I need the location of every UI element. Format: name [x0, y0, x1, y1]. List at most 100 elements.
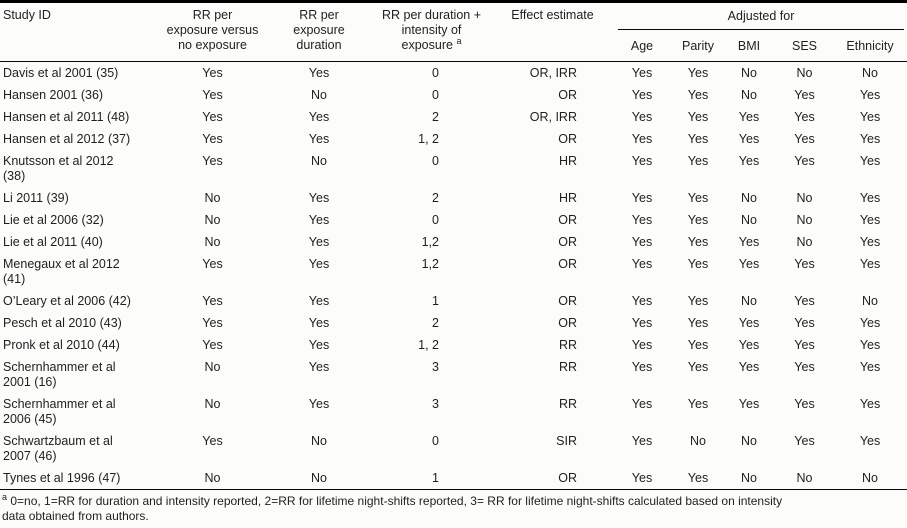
rr-duration-intensity-cell: 1,2: [421, 234, 439, 249]
effect-estimate-cell: SIR: [556, 433, 577, 448]
col-header-age: Age: [630, 38, 654, 53]
rr-exposure-duration-cell: No: [311, 87, 327, 102]
rr-vs-no-exposure-cell: No: [204, 359, 221, 374]
study-id-cell: Davis et al 2001 (35): [3, 65, 119, 80]
effect-estimate-cell: OR, IRR: [529, 65, 577, 80]
effect-estimate-cell: OR: [558, 212, 577, 227]
table-row: Menegaux et al 2012 (41) Yes Yes 1,2 OR Yes Ye…: [0, 253, 907, 290]
adjusted-age-cell: Yes: [631, 470, 653, 485]
effect-estimate-cell: OR: [558, 256, 577, 271]
adjusted-bmi-cell: No: [741, 470, 757, 485]
table-row: Tynes et al 1996 (47) No No 1 OR Yes Yes No No No: [0, 467, 907, 490]
rr-exposure-duration-cell: No: [311, 433, 327, 448]
adjusted-parity-cell: Yes: [687, 153, 709, 168]
rr-exposure-duration-cell: Yes: [308, 109, 330, 124]
study-id-cell: Knutsson et al 2012 (38): [3, 153, 114, 183]
rr-vs-no-exposure-cell: Yes: [202, 153, 223, 168]
rr-duration-intensity-cell: 0: [432, 212, 439, 227]
table-row: Li 2011 (39) No Yes 2 HR Yes Yes No No Yes: [0, 187, 907, 209]
rr-duration-intensity-cell: 0: [432, 65, 439, 80]
effect-estimate-cell: OR: [558, 470, 577, 485]
adjusted-for-spanner: Adjusted for: [618, 3, 905, 30]
study-id-cell: Schernhammer et al 2001 (16): [3, 359, 116, 389]
adjusted-ethnicity-cell: Yes: [859, 190, 881, 205]
adjusted-ses-cell: Yes: [794, 109, 815, 124]
adjusted-age-cell: Yes: [631, 433, 653, 448]
rr-exposure-duration-cell: No: [311, 153, 327, 168]
adjusted-ethnicity-cell: Yes: [859, 234, 881, 249]
effect-estimate-cell: OR: [558, 87, 577, 102]
col-header-bmi: BMI: [737, 38, 761, 53]
adjusted-ethnicity-cell: Yes: [859, 315, 881, 330]
rr-duration-intensity-cell: 1: [432, 293, 439, 308]
rr-exposure-duration-cell: Yes: [308, 315, 330, 330]
adjusted-parity-cell: Yes: [687, 396, 709, 411]
adjusted-ethnicity-cell: Yes: [859, 256, 881, 271]
rr-duration-intensity-cell: 1, 2: [418, 131, 439, 146]
adjusted-bmi-cell: Yes: [738, 315, 760, 330]
footnote-marker: a: [2, 492, 8, 502]
adjusted-ses-cell: No: [796, 65, 813, 80]
study-id-cell: Lie et al 2011 (40): [3, 234, 103, 249]
effect-estimate-cell: OR: [558, 315, 577, 330]
rr-exposure-duration-cell: Yes: [308, 212, 330, 227]
rr-vs-no-exposure-cell: No: [204, 234, 221, 249]
adjusted-parity-cell: Yes: [687, 293, 709, 308]
rr-duration-intensity-cell: 3: [432, 396, 439, 411]
table-row: O’Leary et al 2006 (42) Yes Yes 1 OR Yes Yes No…: [0, 290, 907, 312]
rr-vs-no-exposure-cell: Yes: [202, 65, 223, 80]
adjusted-ses-cell: Yes: [794, 337, 815, 352]
rr-vs-no-exposure-cell: No: [204, 396, 221, 411]
rr-vs-no-exposure-cell: No: [204, 470, 221, 485]
rr-vs-no-exposure-cell: No: [204, 212, 221, 227]
table-header: Study ID RR per exposure versus no expos…: [0, 2, 907, 62]
rr-exposure-duration-cell: Yes: [308, 396, 330, 411]
adjusted-age-cell: Yes: [631, 396, 653, 411]
adjusted-age-cell: Yes: [631, 359, 653, 374]
adjusted-age-cell: Yes: [631, 190, 653, 205]
adjusted-parity-cell: Yes: [687, 190, 709, 205]
study-id-cell: Hansen 2001 (36): [3, 87, 104, 102]
effect-estimate-cell: OR: [558, 131, 577, 146]
rr-exposure-duration-cell: Yes: [308, 190, 330, 205]
table-row: Pronk et al 2010 (44) Yes Yes 1, 2 RR Yes Yes Y…: [0, 334, 907, 356]
rr-exposure-duration-cell: Yes: [308, 65, 330, 80]
adjusted-ethnicity-cell: Yes: [859, 153, 881, 168]
rr-duration-intensity-cell: 0: [432, 87, 439, 102]
adjusted-age-cell: Yes: [631, 293, 653, 308]
header-row-adjusted-sub: Age Parity BMI SES Ethnicity: [0, 31, 907, 62]
adjusted-age-cell: Yes: [631, 212, 653, 227]
adjusted-ethnicity-cell: No: [862, 293, 879, 308]
rr-vs-no-exposure-cell: No: [204, 190, 221, 205]
adjusted-parity-cell: Yes: [687, 109, 709, 124]
adjusted-bmi-cell: Yes: [738, 359, 760, 374]
col-header-rr-vs-no-exposure: RR per exposure versus no exposure: [166, 8, 259, 52]
col-header-parity: Parity: [682, 38, 714, 53]
adjusted-bmi-cell: No: [741, 190, 757, 205]
rr-exposure-duration-cell: Yes: [308, 234, 330, 249]
adjusted-ses-cell: No: [796, 234, 813, 249]
adjusted-ses-cell: Yes: [794, 293, 815, 308]
rr-duration-intensity-cell: 1: [432, 470, 439, 485]
rr-duration-intensity-cell: 2: [432, 315, 439, 330]
table-row: Lie et al 2011 (40) No Yes 1,2 OR Yes Yes Yes No…: [0, 231, 907, 253]
rr-vs-no-exposure-cell: Yes: [202, 131, 223, 146]
adjusted-bmi-cell: Yes: [738, 396, 760, 411]
table-row: Hansen et al 2012 (37) Yes Yes 1, 2 OR Yes Yes…: [0, 128, 907, 150]
adjusted-bmi-cell: Yes: [738, 256, 760, 271]
adjusted-ses-cell: No: [796, 470, 813, 485]
adjusted-bmi-cell: Yes: [738, 153, 760, 168]
rr-vs-no-exposure-cell: Yes: [202, 315, 223, 330]
effect-estimate-cell: OR: [558, 234, 577, 249]
rr-vs-no-exposure-cell: Yes: [202, 256, 223, 271]
rr-exposure-duration-cell: No: [311, 470, 327, 485]
adjusted-ses-cell: Yes: [794, 256, 815, 271]
rr-vs-no-exposure-cell: Yes: [202, 293, 223, 308]
footnote-text: 0=no, 1=RR for duration and intensity re…: [2, 494, 783, 523]
rr-vs-no-exposure-cell: Yes: [202, 433, 223, 448]
adjusted-bmi-cell: Yes: [738, 109, 760, 124]
table-row: Schernhammer et al 2001 (16) No Yes 3 RR Yes Y…: [0, 356, 907, 393]
rr-duration-intensity-cell: 3: [432, 359, 439, 374]
rr-vs-no-exposure-cell: Yes: [202, 109, 223, 124]
adjusted-bmi-cell: No: [741, 433, 757, 448]
